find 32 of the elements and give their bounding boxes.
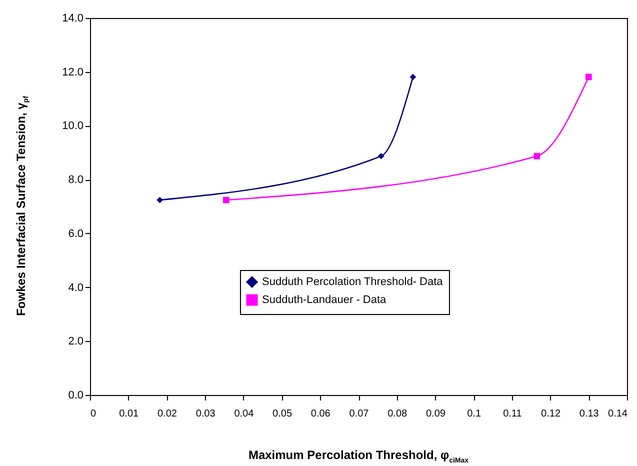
x-tick-label: 0.13	[579, 408, 600, 420]
point	[585, 74, 592, 80]
point	[534, 152, 540, 160]
x-tick-label: 0	[90, 408, 96, 420]
y-tick-label: 14.0	[62, 12, 84, 24]
x-tick-label: 0.09	[426, 408, 446, 420]
point	[156, 196, 163, 204]
x-tick-label: 0.04	[234, 408, 254, 420]
x-tick-label: 0.02	[157, 408, 178, 420]
x-tick-label: 0.12	[541, 408, 561, 420]
y-tick-label: 6.0	[68, 228, 84, 240]
x-tick-label: 0.01	[119, 408, 140, 420]
legend-label: Sudduth Percolation Threshold- Data	[262, 276, 444, 288]
x-axis-title: Maximum Percolation Threshold, φ$_{ciMax}$	[247, 448, 470, 464]
y-tick-label: 4.0	[68, 282, 84, 294]
y-tick-label: 0.0	[68, 390, 84, 402]
x-tick-label: 0.14	[608, 408, 628, 420]
x-tick-label: 0.03	[196, 408, 216, 420]
x-tick-label: 0.06	[310, 408, 331, 420]
point	[410, 74, 416, 80]
x-tick-label: 0.08	[388, 408, 408, 420]
x-tick-label: 0.05	[272, 408, 292, 420]
x-tick-label: 0.1	[467, 408, 482, 420]
y-tick-label: 8.0	[68, 174, 84, 186]
legend-label: Sudduth-Landauer - Data	[262, 294, 388, 306]
x-tick-label: 0.07	[349, 408, 370, 420]
point	[223, 196, 230, 204]
point	[378, 152, 384, 160]
y-tick-label: 12.0	[62, 66, 84, 78]
x-tick-label: 0.11	[503, 408, 522, 420]
y-tick-label: 2.0	[68, 336, 84, 348]
y-tick-label: 10.0	[62, 120, 84, 132]
